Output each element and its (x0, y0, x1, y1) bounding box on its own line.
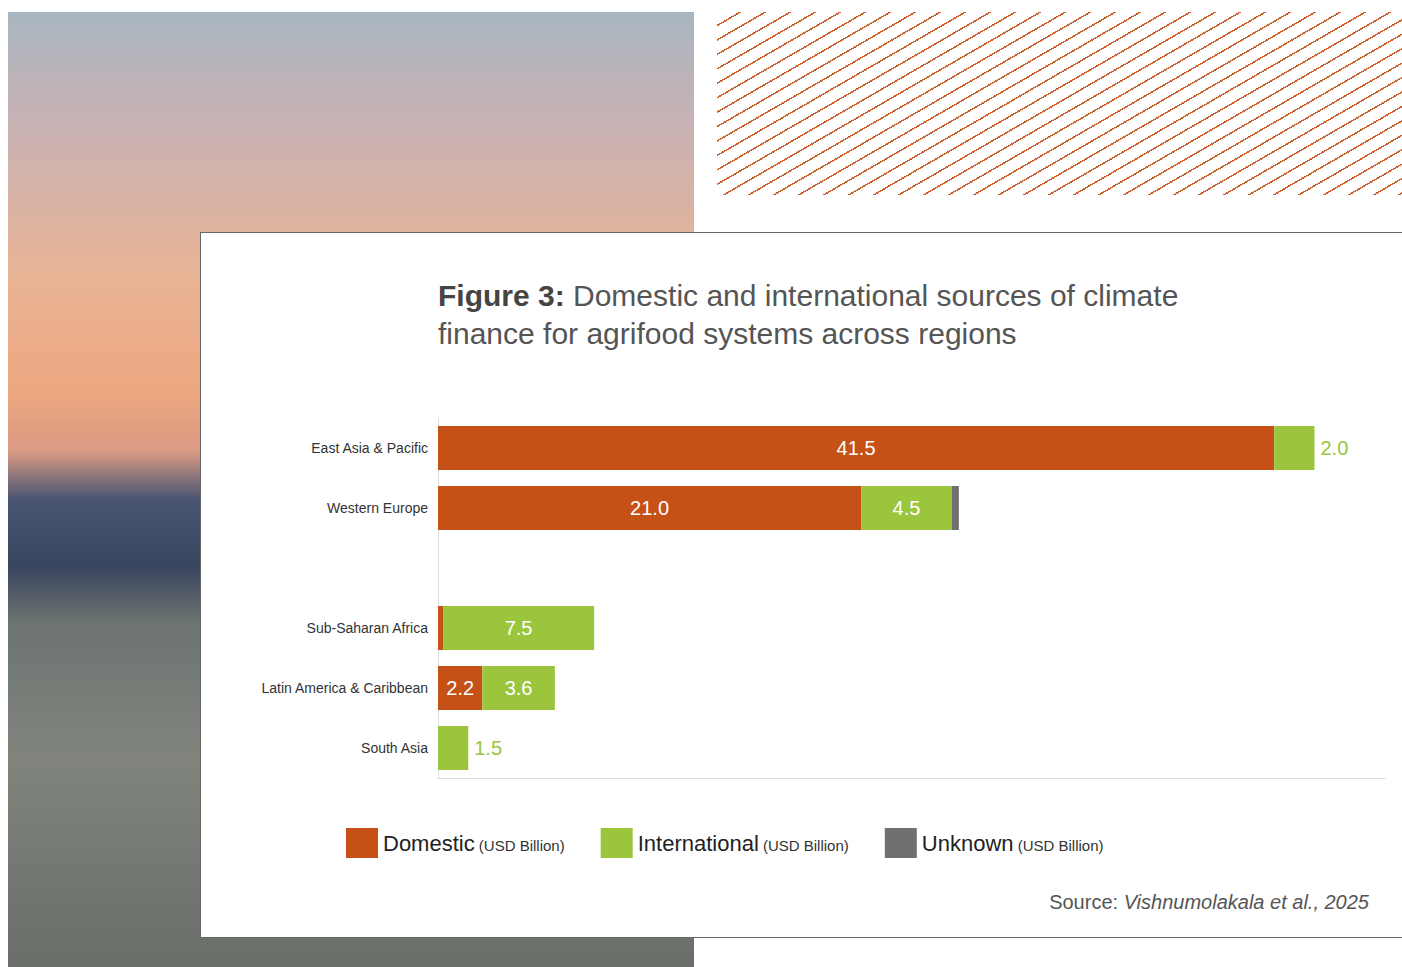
svg-text:4.5: 4.5 (893, 497, 921, 519)
svg-text:Unknown: Unknown (922, 831, 1014, 856)
svg-text:Latin America & Caribbean: Latin America & Caribbean (261, 680, 428, 696)
svg-text:International: International (638, 831, 759, 856)
svg-text:(USD Billion): (USD Billion) (475, 837, 565, 854)
svg-text:41.5: 41.5 (837, 437, 876, 459)
svg-text:Western Europe: Western Europe (327, 500, 428, 516)
svg-text:Sub-Saharan Africa: Sub-Saharan Africa (307, 620, 429, 636)
svg-text:21.0: 21.0 (630, 497, 669, 519)
svg-text:South Asia: South Asia (361, 740, 428, 756)
html-text:Source: Vishnumolakala et al.,: Source: Vishnumolakala et al., 2025 (1049, 891, 1369, 913)
svg-text:1.5: 1.5 (474, 737, 502, 759)
svg-text:(USD Billion): (USD Billion) (759, 837, 849, 854)
html-text:Figure 3: Domestic and interna: Figure 3: Domestic and international sou… (438, 279, 1179, 350)
svg-text:2.0: 2.0 (1320, 437, 1348, 459)
svg-text:(USD Billion): (USD Billion) (1014, 837, 1104, 854)
svg-text:East Asia & Pacific: East Asia & Pacific (311, 440, 428, 456)
svg-text:7.5: 7.5 (505, 617, 533, 639)
svg-text:3.6: 3.6 (505, 677, 533, 699)
svg-text:Domestic: Domestic (383, 831, 475, 856)
svg-text:2.2: 2.2 (446, 677, 474, 699)
